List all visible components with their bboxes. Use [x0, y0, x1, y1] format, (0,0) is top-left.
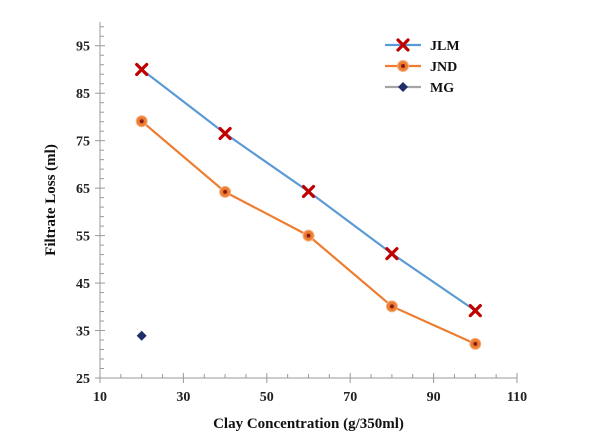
data-point-jnd: [469, 337, 482, 350]
y-tick-labels: 25 35 45 55 65 75 85 95: [76, 40, 90, 387]
marker-stroke: [468, 303, 482, 318]
legend-swatch-marker: [397, 60, 409, 72]
series-mg: [136, 330, 147, 341]
marker-diamond: [398, 82, 408, 92]
legend-label: JLM: [430, 39, 460, 54]
marker-dot: [473, 341, 478, 346]
marker-diamond: [136, 330, 147, 341]
data-point-jlm: [385, 247, 399, 261]
x-tick-label: 50: [260, 390, 274, 405]
x-tick-label: 70: [343, 390, 357, 405]
marker-stroke: [385, 247, 399, 261]
data-point-jlm: [135, 62, 149, 77]
y-tick-label: 65: [76, 182, 90, 197]
x-tick-label: 10: [93, 390, 107, 405]
marker-stroke: [396, 38, 410, 52]
data-point-mg: [136, 330, 147, 341]
legend: JLM JND MG: [385, 38, 460, 96]
data-point-jnd: [135, 115, 148, 128]
legend-item-jlm: JLM: [385, 38, 460, 54]
data-point-jnd: [302, 229, 315, 242]
legend-swatch-marker: [396, 38, 410, 52]
data-point-jlm: [468, 303, 482, 318]
y-tick-label: 35: [76, 325, 90, 340]
y-tick-label: 55: [76, 230, 90, 245]
y-tick-label: 45: [76, 277, 90, 292]
legend-item-jnd: JND: [385, 60, 457, 75]
data-point-jnd: [219, 185, 232, 198]
x-tick-labels: 10 30 50 70 90 110: [93, 390, 527, 405]
legend-label: JND: [430, 60, 457, 75]
marker-stroke: [135, 62, 149, 77]
x-tick-label: 110: [507, 390, 527, 405]
marker-dot: [306, 233, 311, 238]
marker-dot: [401, 64, 405, 68]
x-axis-label: Clay Concentration (g/350ml): [213, 416, 404, 432]
x-tick-label: 90: [427, 390, 441, 405]
marker-dot: [139, 119, 144, 124]
marker-stroke: [301, 184, 316, 199]
plot-area: [135, 62, 482, 350]
y-axis-label: Filtrate Loss (ml): [43, 144, 59, 256]
series-jnd: [135, 115, 482, 350]
marker-dot: [223, 189, 228, 194]
y-tick-label: 25: [76, 372, 90, 387]
series-jlm: [135, 62, 482, 318]
legend-label: MG: [430, 81, 454, 96]
y-tick-label: 75: [76, 135, 90, 150]
y-tick-label: 85: [76, 87, 90, 102]
legend-swatch-marker: [398, 82, 408, 92]
marker-dot: [389, 304, 394, 309]
marker-stroke: [218, 126, 232, 141]
data-point-jlm: [218, 126, 232, 141]
axes: [95, 22, 518, 383]
data-point-jnd: [385, 300, 398, 313]
data-point-jlm: [301, 184, 316, 199]
y-tick-label: 95: [76, 40, 90, 55]
legend-item-mg: MG: [385, 81, 454, 96]
x-tick-label: 30: [176, 390, 190, 405]
